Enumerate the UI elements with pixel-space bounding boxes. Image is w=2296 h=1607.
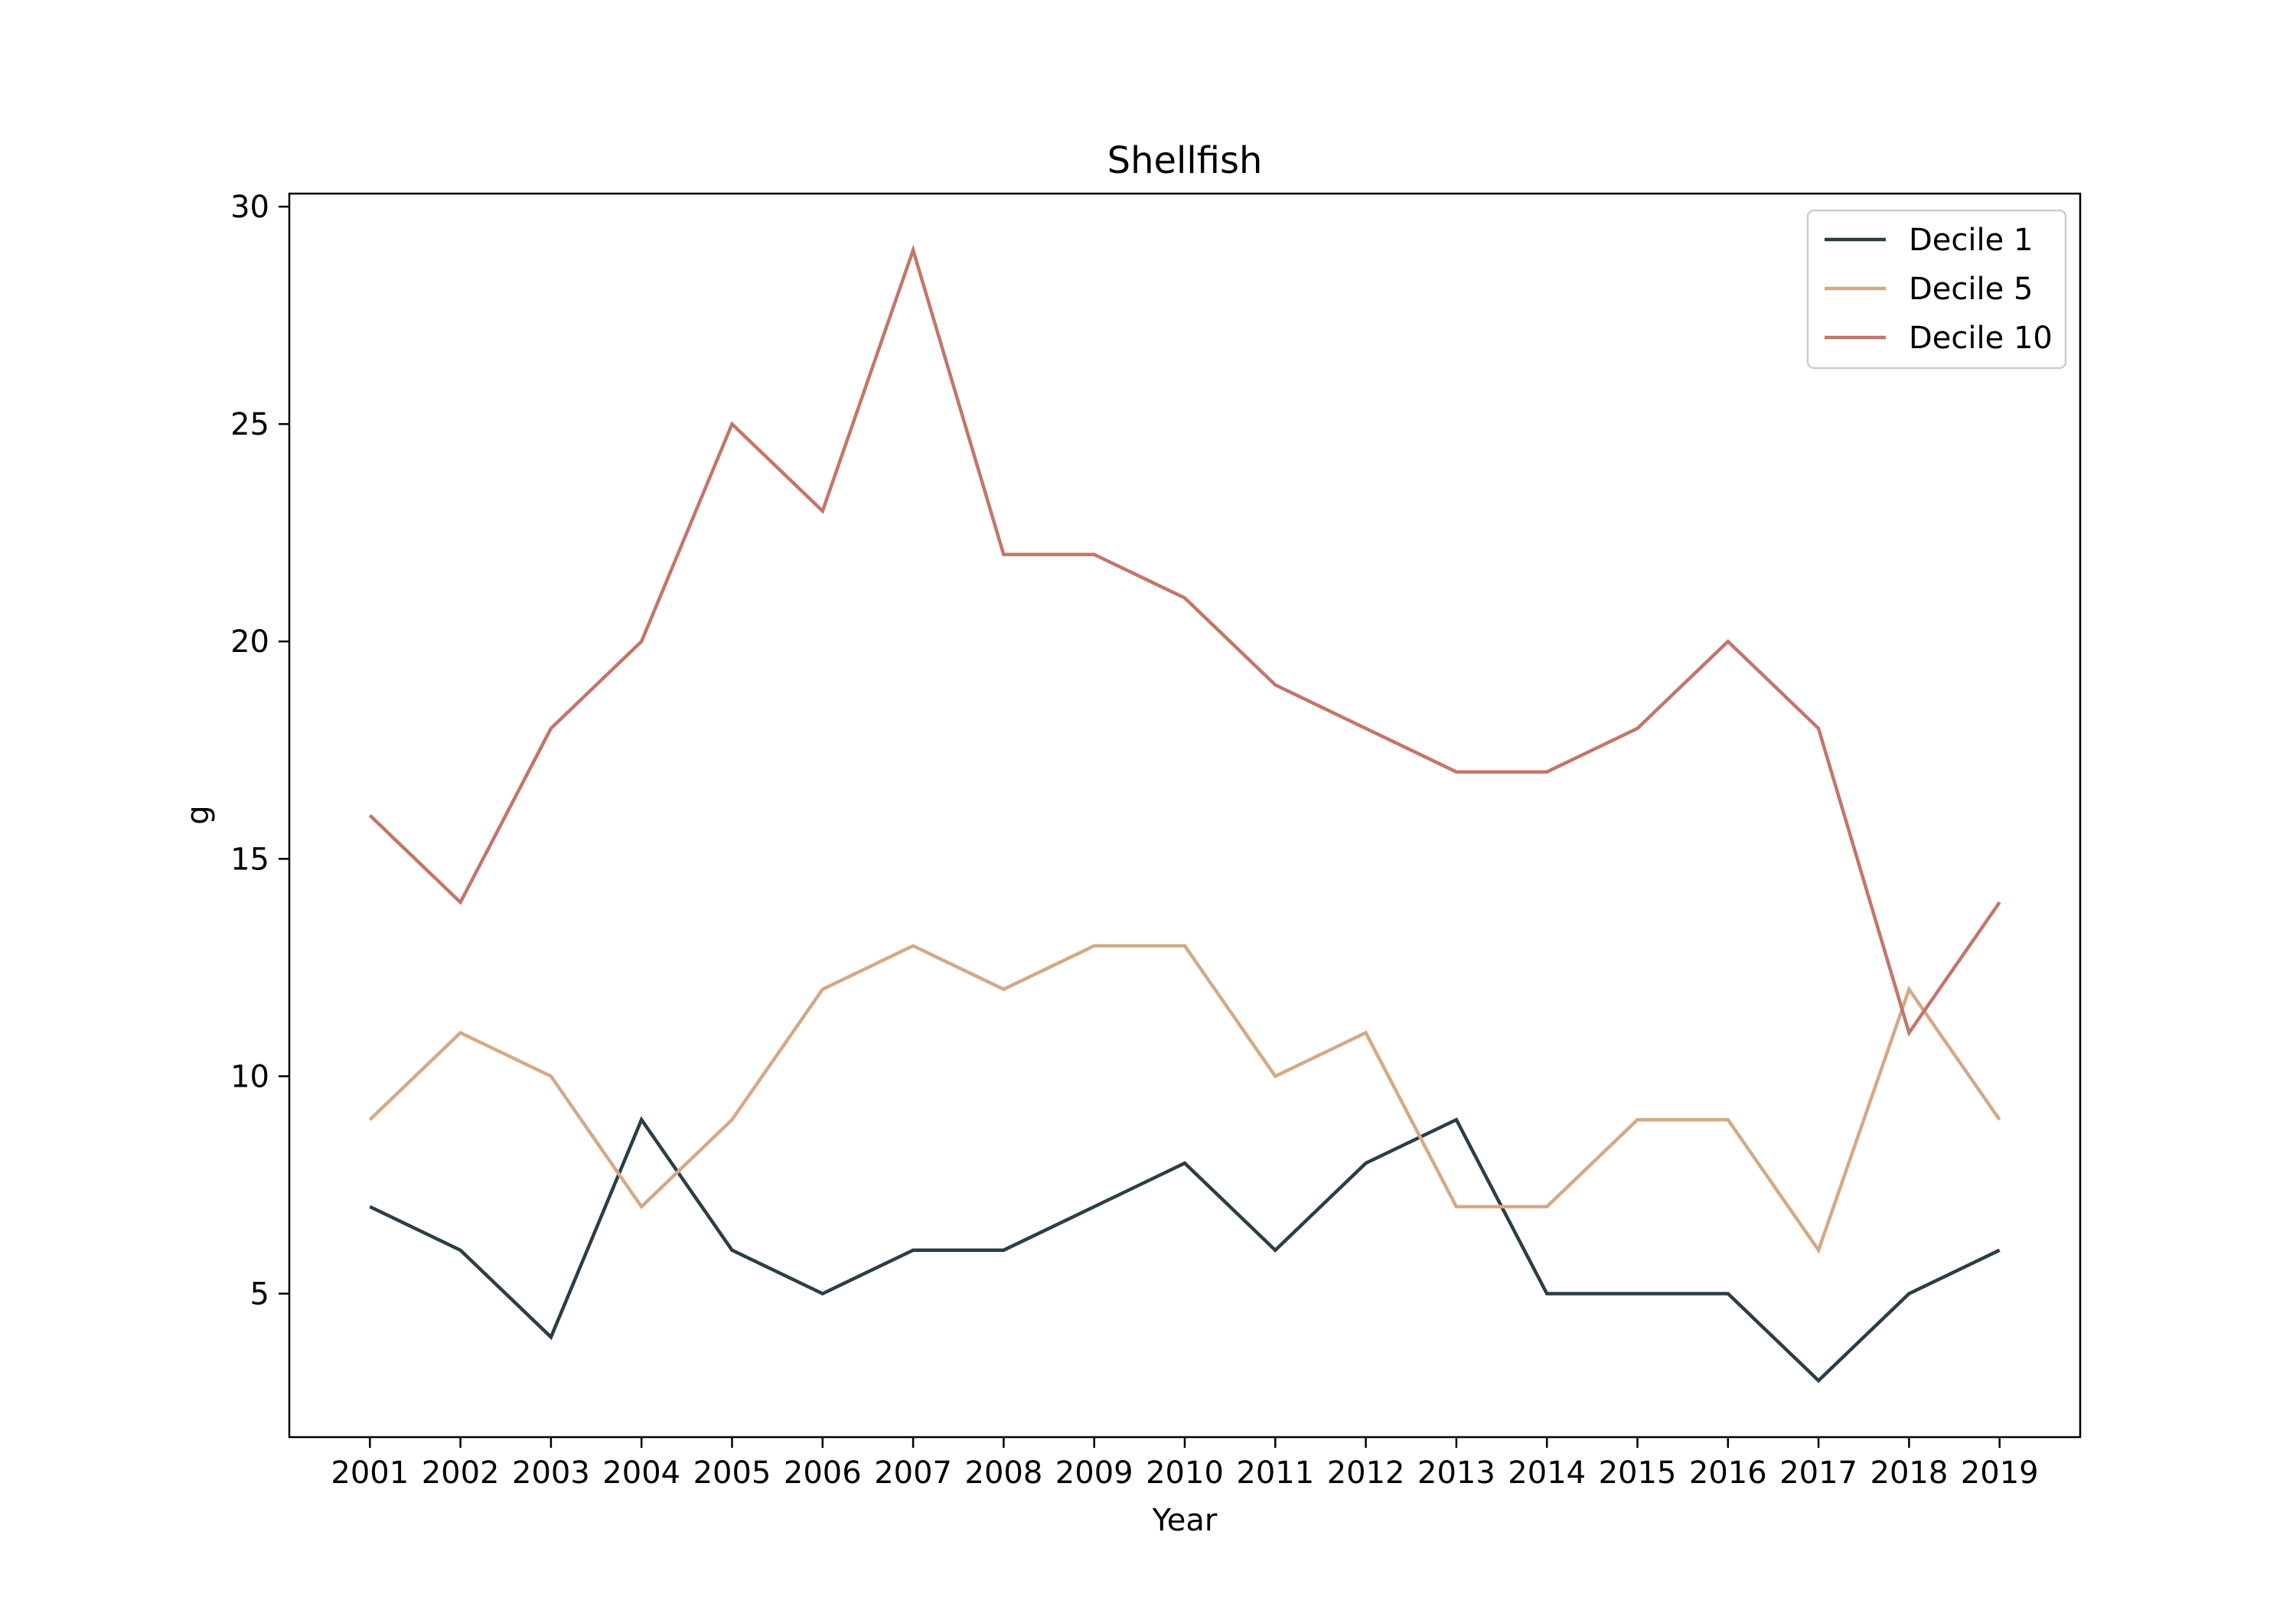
x-tick-label: 2003	[512, 1455, 590, 1491]
x-tick-label: 2005	[693, 1455, 771, 1491]
x-tick-label: 2013	[1417, 1455, 1495, 1491]
x-tick-label: 2018	[1870, 1455, 1949, 1491]
x-tick-label: 2008	[965, 1455, 1043, 1491]
x-tick-label: 2012	[1327, 1455, 1405, 1491]
y-axis-label: g	[181, 805, 216, 824]
x-tick-label: 2002	[422, 1455, 500, 1491]
y-tick-label: 30	[230, 190, 269, 225]
x-tick-label: 2019	[1961, 1455, 2039, 1491]
y-axis: 5 10 15 20 25 30	[230, 190, 289, 1312]
legend-label: Decile 5	[1909, 272, 2033, 307]
legend: Decile 1 Decile 5 Decile 10	[1806, 209, 2067, 370]
y-tick-label: 15	[230, 842, 269, 877]
x-tick-label: 2016	[1689, 1455, 1767, 1491]
x-tick-label: 2001	[331, 1455, 409, 1491]
x-tick-label: 2006	[784, 1455, 862, 1491]
x-tick-label: 2004	[602, 1455, 680, 1491]
x-axis: 2001 2002 2003 2004 2005 2006 2007 2008 2009 2010…	[331, 1437, 2039, 1491]
x-tick-label: 2007	[874, 1455, 952, 1491]
x-tick-label: 2011	[1236, 1455, 1314, 1491]
y-tick-label: 10	[230, 1059, 269, 1094]
series-line-decile-1	[369, 1116, 2001, 1384]
y-tick-label: 5	[250, 1277, 269, 1312]
x-tick-label: 2014	[1508, 1455, 1586, 1491]
legend-box	[1806, 209, 2067, 370]
chart-title: Shellfish	[1107, 139, 1263, 182]
legend-label: Decile 10	[1909, 321, 2053, 356]
x-tick-label: 2017	[1779, 1455, 1857, 1491]
x-tick-label: 2010	[1146, 1455, 1224, 1491]
y-tick-label: 25	[230, 407, 269, 442]
series-line-decile-10	[368, 244, 2001, 1037]
x-tick-label: 2015	[1599, 1455, 1677, 1491]
series-line-decile-5	[368, 944, 2001, 1254]
y-tick-label: 20	[230, 624, 269, 660]
legend-label: Decile 1	[1909, 223, 2033, 258]
x-tick-label: 2009	[1055, 1455, 1133, 1491]
x-axis-label: Year	[1152, 1503, 1218, 1538]
plot-area	[368, 244, 2001, 1384]
